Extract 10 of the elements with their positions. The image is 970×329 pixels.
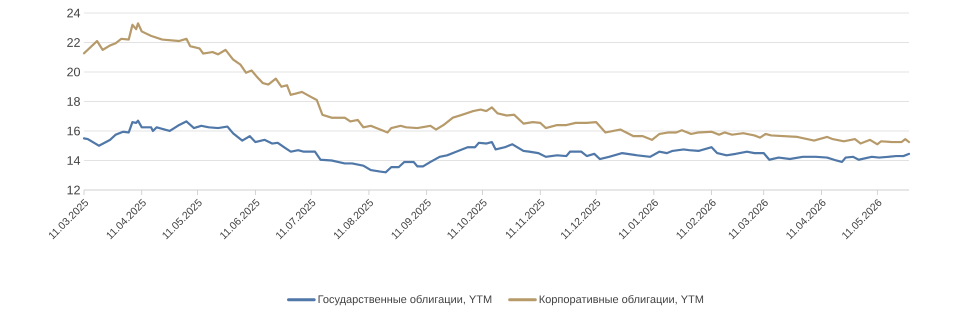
legend-label: Корпоративные облигации, YTM	[540, 294, 704, 306]
legend-label: Государственные облигации, YTM	[318, 294, 492, 306]
line-series	[82, 120, 910, 174]
y-tick-label: 22	[67, 38, 80, 47]
y-tick-label: 16	[68, 126, 80, 136]
y-tick-label: 20	[67, 68, 80, 76]
y-tick-label: 12	[68, 186, 80, 194]
y-tick-label: 24	[67, 8, 80, 18]
y-tick-label: 18	[68, 97, 80, 106]
y-tick-label: 14	[68, 156, 80, 165]
